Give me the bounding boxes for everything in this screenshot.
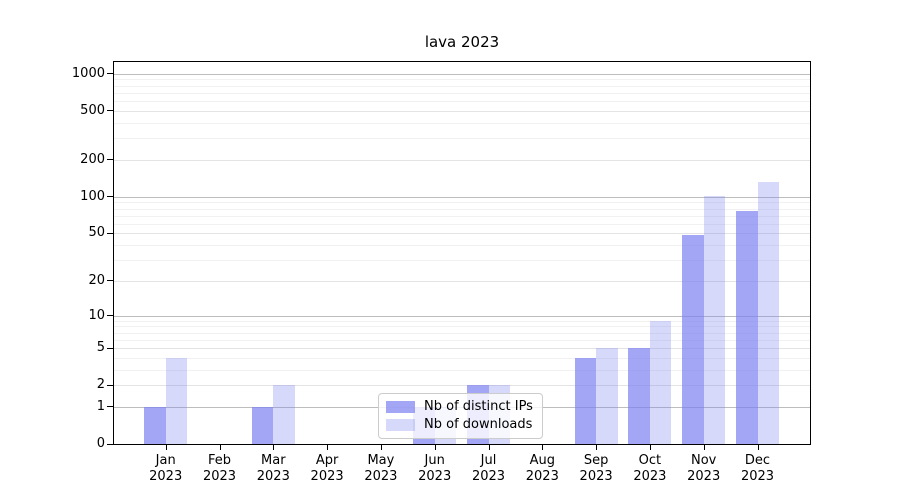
bar-distinct-ips bbox=[628, 348, 650, 444]
plot-area bbox=[113, 61, 811, 445]
x-tick-mark bbox=[649, 445, 651, 450]
gridline-minor bbox=[114, 92, 810, 94]
gridline-minor bbox=[114, 357, 810, 359]
gridline-minor bbox=[114, 138, 810, 140]
bar-downloads bbox=[649, 320, 672, 444]
gridline-minor bbox=[114, 332, 810, 334]
gridline-minor bbox=[114, 369, 810, 371]
bar-distinct-ips bbox=[144, 406, 166, 444]
y-axis-tick-label: 10 bbox=[88, 307, 105, 323]
x-tick-mark bbox=[165, 445, 167, 450]
gridline-decade bbox=[114, 315, 810, 317]
y-axis-tick-label: 100 bbox=[80, 188, 105, 204]
y-axis-tick-label: 1 bbox=[96, 398, 105, 414]
x-axis-tick-label: Jun 2023 bbox=[418, 453, 452, 484]
bar-distinct-ips bbox=[251, 406, 274, 444]
gridline-major bbox=[114, 385, 810, 387]
legend-item-distinct-ips: Nb of distinct IPs bbox=[386, 399, 535, 415]
gridline-decade bbox=[114, 196, 810, 198]
x-axis-tick-label: Oct 2023 bbox=[633, 453, 667, 484]
x-axis-tick-label: Nov 2023 bbox=[687, 453, 721, 484]
y-tick-mark bbox=[107, 280, 113, 282]
x-axis-tick-label: Aug 2023 bbox=[525, 453, 559, 484]
bar-downloads bbox=[596, 348, 618, 444]
bar-downloads bbox=[273, 385, 295, 444]
x-tick-mark bbox=[703, 445, 705, 450]
x-tick-mark bbox=[596, 445, 598, 450]
x-tick-mark bbox=[488, 445, 490, 450]
bar-downloads bbox=[703, 196, 726, 444]
x-tick-mark bbox=[757, 445, 759, 450]
gridline-minor bbox=[114, 223, 810, 225]
x-tick-mark bbox=[219, 445, 221, 450]
gridline-major bbox=[114, 348, 810, 349]
y-tick-mark bbox=[107, 196, 113, 198]
x-tick-mark bbox=[434, 445, 436, 450]
x-axis-tick-label: Sep 2023 bbox=[579, 453, 613, 484]
chart-title: lava 2023 bbox=[424, 33, 500, 51]
legend-label-downloads: Nb of downloads bbox=[424, 417, 533, 432]
x-axis-tick-label: Jul 2023 bbox=[471, 453, 506, 484]
gridline-minor bbox=[114, 245, 810, 246]
gridline-minor bbox=[114, 259, 810, 261]
y-axis-tick-label: 500 bbox=[80, 102, 105, 118]
gridline-decade bbox=[114, 73, 810, 75]
y-tick-mark bbox=[107, 159, 113, 161]
legend-swatch-downloads bbox=[386, 419, 415, 431]
y-tick-mark bbox=[107, 315, 113, 316]
x-tick-mark bbox=[542, 445, 544, 450]
x-axis-tick-label: May 2023 bbox=[364, 453, 398, 484]
gridline-minor bbox=[114, 122, 810, 124]
y-axis-tick-label: 50 bbox=[88, 225, 105, 241]
y-tick-mark bbox=[107, 443, 113, 445]
gridline-major bbox=[114, 233, 810, 235]
legend-swatch-distinct-ips bbox=[386, 401, 415, 413]
y-axis-tick-label: 1000 bbox=[71, 65, 105, 81]
bar-distinct-ips bbox=[736, 210, 758, 444]
bar-downloads bbox=[757, 182, 779, 444]
y-axis-tick-label: 200 bbox=[80, 151, 105, 167]
bar-distinct-ips bbox=[574, 357, 597, 444]
gridline-major bbox=[114, 159, 810, 161]
gridline-minor bbox=[114, 215, 810, 217]
x-axis-tick-label: Dec 2023 bbox=[740, 453, 775, 484]
gridline-minor bbox=[114, 202, 810, 204]
legend-label-distinct-ips: Nb of distinct IPs bbox=[424, 399, 533, 414]
x-axis-tick-label: Feb 2023 bbox=[202, 453, 237, 484]
legend: Nb of distinct IPs Nb of downloads bbox=[378, 393, 543, 439]
gridline-minor bbox=[114, 339, 810, 341]
y-tick-mark bbox=[107, 232, 113, 234]
y-tick-mark bbox=[107, 110, 113, 112]
y-tick-mark bbox=[107, 406, 113, 408]
gridline-minor bbox=[114, 326, 810, 328]
gridline-major bbox=[114, 110, 810, 112]
x-tick-mark bbox=[327, 445, 329, 450]
bar-distinct-ips bbox=[682, 235, 704, 444]
y-tick-mark bbox=[107, 73, 113, 75]
x-tick-mark bbox=[380, 445, 382, 450]
gridline-minor bbox=[114, 101, 810, 102]
gridline-minor bbox=[114, 320, 810, 322]
x-axis-tick-label: Jan 2023 bbox=[149, 453, 183, 484]
gridline-minor bbox=[114, 79, 810, 81]
y-tick-mark bbox=[107, 347, 113, 349]
legend-item-downloads: Nb of downloads bbox=[386, 417, 535, 433]
bar-downloads bbox=[165, 357, 188, 444]
gridline-major bbox=[114, 280, 810, 282]
y-axis-tick-label: 0 bbox=[96, 436, 105, 451]
x-axis-tick-label: Mar 2023 bbox=[256, 453, 290, 484]
gridline-minor bbox=[114, 208, 810, 210]
x-tick-mark bbox=[273, 445, 275, 450]
x-axis-tick-label: Apr 2023 bbox=[310, 453, 344, 484]
y-axis-tick-label: 2 bbox=[96, 377, 105, 393]
y-axis-tick-label: 20 bbox=[88, 272, 105, 288]
y-tick-mark bbox=[107, 384, 113, 386]
y-axis-tick-label: 5 bbox=[96, 340, 105, 355]
gridline-minor bbox=[114, 85, 810, 87]
